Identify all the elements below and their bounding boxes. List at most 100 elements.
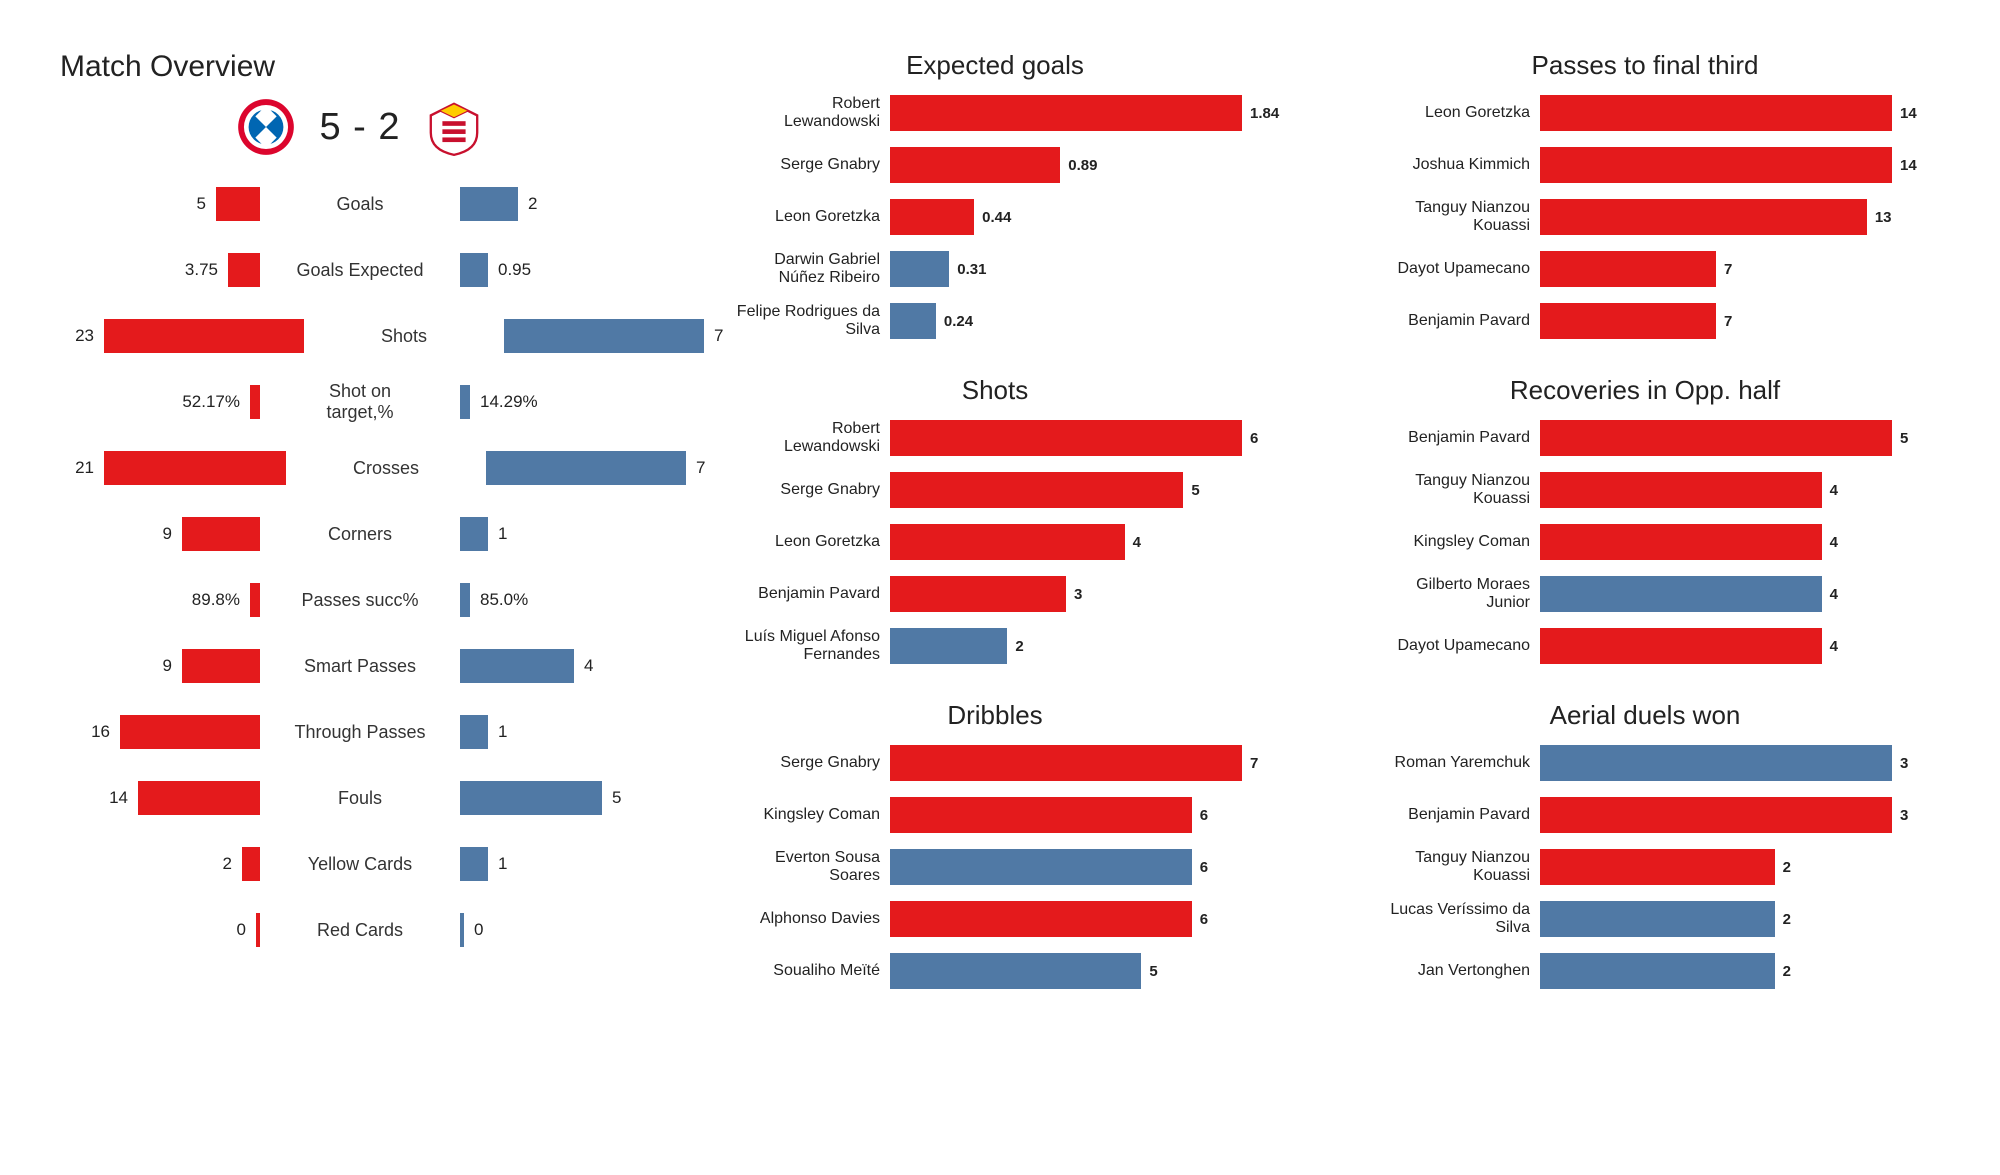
player-name: Dayot Upamecano bbox=[1350, 260, 1540, 278]
chart-bar-track: 4 bbox=[1540, 468, 1940, 512]
overview-home-side: 9 bbox=[60, 642, 260, 690]
overview-away-bar bbox=[460, 187, 518, 221]
chart-row: Leon Goretzka4 bbox=[700, 520, 1290, 564]
chart-row: Kingsley Coman6 bbox=[700, 793, 1290, 837]
chart-bar bbox=[890, 199, 974, 235]
chart-bar-track: 1.84 bbox=[890, 91, 1290, 135]
overview-home-side: 23 bbox=[60, 312, 304, 360]
overview-stat-label: Yellow Cards bbox=[260, 854, 460, 875]
player-stat-chart: Expected goalsRobertLewandowski1.84Serge… bbox=[700, 50, 1290, 351]
chart-bar-track: 2 bbox=[1540, 897, 1940, 941]
chart-bar-track: 5 bbox=[890, 949, 1290, 993]
chart-bar-track: 13 bbox=[1540, 195, 1940, 239]
score-text: 5 - 2 bbox=[319, 106, 400, 149]
chart-bar-track: 5 bbox=[890, 468, 1290, 512]
overview-away-bar bbox=[460, 649, 574, 683]
player-name: Joshua Kimmich bbox=[1350, 156, 1540, 174]
overview-away-value: 2 bbox=[518, 194, 562, 214]
overview-away-value: 14.29% bbox=[470, 392, 548, 412]
chart-bar bbox=[1540, 147, 1892, 183]
chart-row: Tanguy NianzouKouassi4 bbox=[1350, 468, 1940, 512]
chart-row: Roman Yaremchuk3 bbox=[1350, 741, 1940, 785]
player-name: Soualiho Meïté bbox=[700, 962, 890, 980]
chart-row: Soualiho Meïté 5 bbox=[700, 949, 1290, 993]
chart-bar-track: 7 bbox=[1540, 247, 1940, 291]
chart-bar-track: 3 bbox=[890, 572, 1290, 616]
player-name: Benjamin Pavard bbox=[1350, 312, 1540, 330]
overview-home-value: 23 bbox=[60, 326, 104, 346]
chart-title: Shots bbox=[700, 375, 1290, 406]
overview-home-side: 21 bbox=[60, 444, 286, 492]
chart-bar-track: 2 bbox=[1540, 949, 1940, 993]
overview-home-bar bbox=[242, 847, 260, 881]
chart-bar bbox=[1540, 797, 1892, 833]
chart-row: Alphonso Davies6 bbox=[700, 897, 1290, 941]
overview-away-side: 5 bbox=[460, 774, 660, 822]
chart-title: Passes to final third bbox=[1350, 50, 1940, 81]
chart-row: Darwin GabrielNúñez Ribeiro0.31 bbox=[700, 247, 1290, 291]
overview-away-side: 4 bbox=[460, 642, 660, 690]
overview-home-value: 0 bbox=[212, 920, 256, 940]
chart-bar bbox=[890, 745, 1242, 781]
overview-home-value: 89.8% bbox=[182, 590, 250, 610]
overview-home-side: 16 bbox=[60, 708, 260, 756]
chart-bar-track: 6 bbox=[890, 793, 1290, 837]
chart-bar-track: 2 bbox=[890, 624, 1290, 668]
overview-stat-label: Through Passes bbox=[260, 722, 460, 743]
overview-home-bar bbox=[216, 187, 260, 221]
chart-value: 5 bbox=[1892, 430, 1908, 447]
chart-bar-track: 0.89 bbox=[890, 143, 1290, 187]
match-overview-panel: Match Overview 5 - 2 bbox=[60, 50, 660, 1115]
chart-value: 0.44 bbox=[974, 209, 1011, 226]
overview-home-bar bbox=[138, 781, 260, 815]
player-name: Serge Gnabry bbox=[700, 156, 890, 174]
overview-home-side: 2 bbox=[60, 840, 260, 888]
chart-row: Jan Vertonghen 2 bbox=[1350, 949, 1940, 993]
player-name: Felipe Rodrigues daSilva bbox=[700, 303, 890, 338]
chart-value: 4 bbox=[1125, 534, 1141, 551]
chart-bar-track: 14 bbox=[1540, 143, 1940, 187]
player-name: Gilberto MoraesJunior bbox=[1350, 576, 1540, 611]
chart-value: 5 bbox=[1141, 963, 1157, 980]
player-stat-chart: ShotsRobertLewandowski6Serge Gnabry5Leon… bbox=[700, 375, 1290, 676]
player-stat-chart: Passes to final third Leon Goretzka14 Josh… bbox=[1350, 50, 1940, 351]
chart-row: Tanguy NianzouKouassi2 bbox=[1350, 845, 1940, 889]
overview-away-bar bbox=[460, 847, 488, 881]
chart-bar bbox=[1540, 576, 1822, 612]
chart-value: 2 bbox=[1775, 963, 1791, 980]
overview-away-bar bbox=[460, 253, 488, 287]
chart-value: 6 bbox=[1192, 807, 1208, 824]
overview-away-value: 0 bbox=[464, 920, 508, 940]
chart-bar bbox=[1540, 251, 1716, 287]
chart-value: 3 bbox=[1892, 807, 1908, 824]
overview-home-value: 9 bbox=[138, 524, 182, 544]
overview-away-value: 0.95 bbox=[488, 260, 541, 280]
chart-bar bbox=[890, 251, 949, 287]
chart-value: 2 bbox=[1775, 911, 1791, 928]
overview-stat-label: Shots bbox=[304, 326, 504, 347]
overview-home-bar bbox=[250, 583, 260, 617]
overview-stat-label: Shot ontarget,% bbox=[260, 381, 460, 422]
overview-stat-row: 89.8%Passes succ%85.0% bbox=[60, 576, 660, 624]
chart-row: Leon Goretzka14 bbox=[1350, 91, 1940, 135]
chart-row: Luís Miguel AfonsoFernandes2 bbox=[700, 624, 1290, 668]
overview-stat-row: 52.17%Shot ontarget,% 14.29% bbox=[60, 378, 660, 426]
overview-home-side: 52.17% bbox=[60, 378, 260, 426]
chart-bar bbox=[1540, 303, 1716, 339]
chart-bar bbox=[890, 901, 1192, 937]
chart-value: 3 bbox=[1892, 755, 1908, 772]
player-name: Serge Gnabry bbox=[700, 754, 890, 772]
chart-value: 7 bbox=[1716, 261, 1732, 278]
overview-home-bar bbox=[250, 385, 260, 419]
overview-home-side: 3.75 bbox=[60, 246, 260, 294]
chart-bar bbox=[1540, 628, 1822, 664]
chart-bar bbox=[1540, 472, 1822, 508]
player-name: Benjamin Pavard bbox=[700, 585, 890, 603]
player-name: Jan Vertonghen bbox=[1350, 962, 1540, 980]
chart-row: Serge Gnabry7 bbox=[700, 741, 1290, 785]
player-name: Kingsley Coman bbox=[1350, 533, 1540, 551]
overview-stat-label: Red Cards bbox=[260, 920, 460, 941]
chart-value: 6 bbox=[1192, 859, 1208, 876]
chart-bar-track: 14 bbox=[1540, 91, 1940, 135]
chart-bar-track: 0.31 bbox=[890, 247, 1290, 291]
